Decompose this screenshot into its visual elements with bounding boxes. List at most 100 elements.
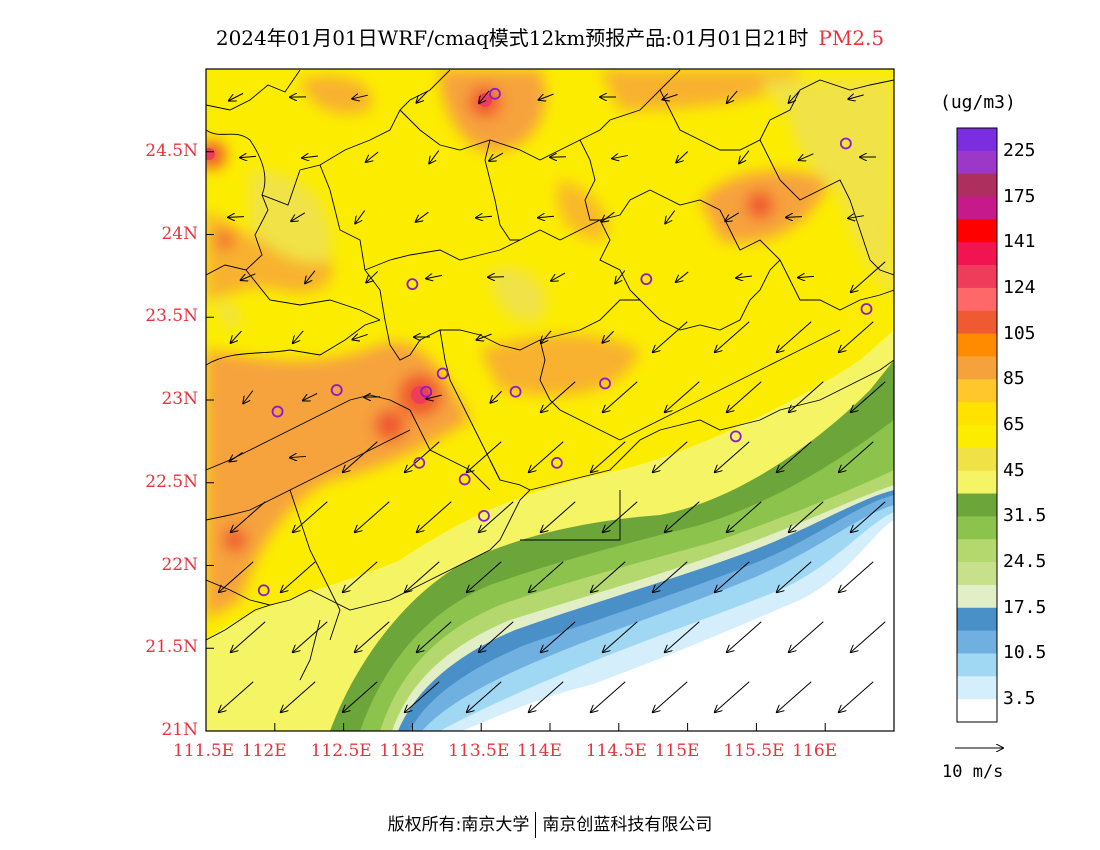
hotspot-core <box>411 386 429 404</box>
title-main: 2024年01月01日WRF/cmaq模式12km预报产品:01月01日21时 <box>215 26 809 50</box>
colorbar-segment <box>957 516 997 540</box>
wind-arrow <box>603 621 638 652</box>
lon-label: 114.5E <box>585 741 647 761</box>
footer-company: 南京创蓝科技有限公司 <box>542 815 713 835</box>
wind-arrow <box>366 271 379 282</box>
wind-arrow <box>426 395 442 399</box>
colorbar-segment <box>957 607 997 632</box>
lat-label: 22N <box>161 554 198 575</box>
wind-arrow <box>291 212 306 221</box>
colorbar-segment <box>957 653 997 677</box>
wind-arrow <box>786 217 803 218</box>
wind-arrow <box>799 153 814 160</box>
station-marker <box>729 430 742 443</box>
station-marker <box>420 385 433 398</box>
wind-arrow <box>467 681 502 712</box>
station-marker <box>860 303 873 315</box>
wind-arrow <box>665 621 700 652</box>
wind-arrow <box>777 561 812 592</box>
wind-arrow <box>231 621 266 652</box>
station-marker <box>839 137 852 150</box>
colorbar-label: 124 <box>1003 276 1036 298</box>
wind-arrow <box>355 621 390 652</box>
wind-arrow <box>293 501 328 532</box>
wind-arrow <box>739 150 750 164</box>
lat-label: 24N <box>161 223 198 244</box>
monitoring-stations <box>257 87 873 597</box>
colorbar-label: 31.5 <box>1003 505 1047 527</box>
pollution-field <box>206 69 894 731</box>
wind-arrow <box>479 90 490 103</box>
colorbar-segment <box>957 265 997 289</box>
wind-arrow <box>851 381 886 412</box>
wind-arrow <box>489 152 504 161</box>
wind-arrow <box>293 330 304 343</box>
colorbar-segment <box>957 447 997 472</box>
colorbar-segment <box>957 128 997 152</box>
colorbar-segment <box>957 699 997 723</box>
wind-arrow <box>219 681 254 712</box>
colorbar-label: 225 <box>1003 139 1036 161</box>
wind-arrow <box>715 441 750 472</box>
wind-arrow <box>529 561 564 592</box>
wind-arrow <box>727 381 762 412</box>
lat-label: 23.5N <box>145 306 198 327</box>
wind-arrow <box>479 501 514 532</box>
admin-boundaries <box>206 69 894 681</box>
wind-arrow <box>538 216 555 218</box>
wind-arrow <box>665 501 700 532</box>
wind-arrow <box>777 681 812 712</box>
wind-arrow <box>541 381 576 412</box>
wind-arrow <box>715 561 750 592</box>
wind-arrow <box>851 621 886 652</box>
colorbar-label: 45 <box>1003 459 1025 481</box>
footer-owner: 版权所有:南京大学 <box>387 815 530 835</box>
lat-label: 21.5N <box>145 637 198 658</box>
wind-arrow <box>851 261 886 292</box>
lon-label: 113E <box>379 741 425 761</box>
wind-arrow <box>848 216 864 219</box>
wind-arrow <box>789 90 800 103</box>
colorbar-segment <box>957 425 997 449</box>
wind-arrow <box>241 273 256 280</box>
wind-arrow <box>477 334 492 340</box>
copyright-footer: 版权所有:南京大学 南京创蓝科技有限公司 <box>0 810 1100 838</box>
station-marker <box>330 384 343 396</box>
wind-arrow <box>405 441 440 472</box>
colorbar-segment <box>957 676 997 700</box>
wind-arrow <box>839 681 874 712</box>
wind-arrow <box>551 272 566 281</box>
wind-arrow <box>426 275 442 278</box>
lat-label: 22.5N <box>145 471 198 492</box>
wind-arrow <box>529 441 564 472</box>
colorbar-label: 3.5 <box>1003 688 1036 710</box>
wind-arrow <box>676 271 689 282</box>
wind-arrow <box>541 621 576 652</box>
colorbar-label: 65 <box>1003 414 1025 435</box>
colorbar-segment <box>957 493 997 517</box>
wind-arrow <box>839 321 874 352</box>
wind-arrow <box>231 501 266 532</box>
wind-arrow <box>662 94 678 99</box>
lat-label: 23N <box>161 389 198 409</box>
colorbar-segment <box>957 310 997 335</box>
station-marker <box>599 377 611 390</box>
lon-label: 115E <box>654 741 700 761</box>
wind-arrow <box>429 150 440 164</box>
wind-arrow <box>228 217 245 218</box>
colorbar-segment <box>957 150 997 175</box>
wind-arrow <box>727 90 738 103</box>
station-marker <box>489 87 501 100</box>
wind-arrow <box>727 621 762 652</box>
wind-arrow <box>676 151 689 162</box>
wind-arrow <box>355 210 366 224</box>
wind-arrow <box>240 156 257 157</box>
footer-divider <box>535 812 537 838</box>
wind-reference-label: 10 m/s <box>942 762 1004 782</box>
wind-arrow <box>343 441 378 472</box>
colorbar-label: 17.5 <box>1003 596 1047 618</box>
colorbar-segment <box>957 242 997 266</box>
colorbar-segment <box>957 287 997 312</box>
colorbar <box>956 127 998 723</box>
wind-arrow <box>603 381 638 412</box>
